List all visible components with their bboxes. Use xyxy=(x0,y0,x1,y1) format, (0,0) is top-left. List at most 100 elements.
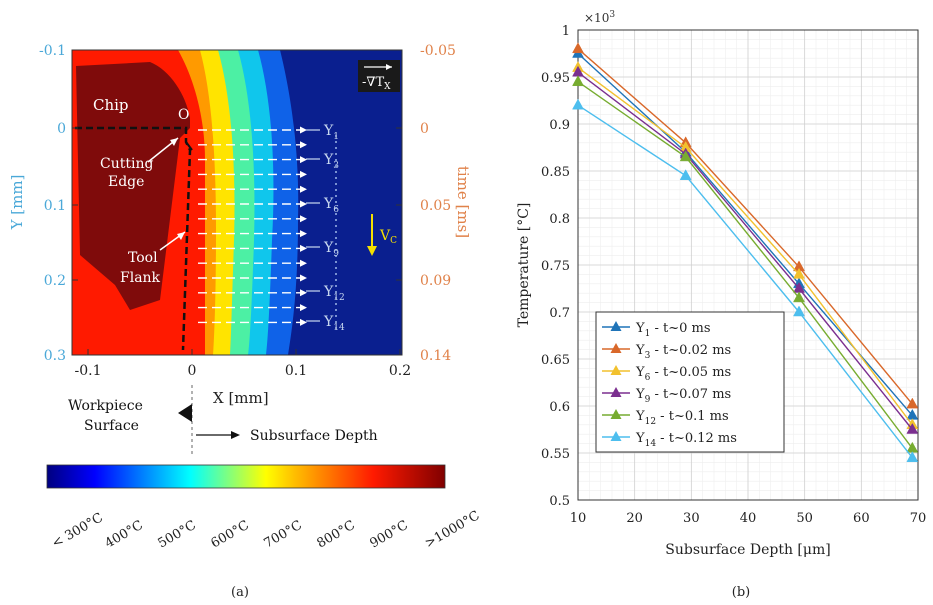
series-line-y9 xyxy=(577,71,913,430)
panel-b: 10 20 30 40 50 60 70 0.5 0.55 0.6 0.65 0.7 0.75 0.8 0.… xyxy=(516,10,926,600)
scan-arrow-head xyxy=(300,304,307,312)
panel-b-caption: (b) xyxy=(732,585,750,600)
colorbar-tick-label: 800°C xyxy=(315,518,358,552)
chart-y-tick-label: 0.9 xyxy=(549,118,570,133)
panel-a-caption: (a) xyxy=(231,585,249,600)
chart-x-tick-label: 60 xyxy=(853,511,870,526)
x-tick-label: 0.1 xyxy=(285,363,307,379)
chart-y-tick-label: 0.95 xyxy=(541,71,570,86)
legend: Y1 - t~0 ms Y3 - t~0.02 ms Y6 - t~0.05 ms Y… xyxy=(595,311,785,453)
time-tick-label: 0.09 xyxy=(420,273,451,289)
chart-y-tick-label: 0.65 xyxy=(541,353,570,368)
data-point-y3 xyxy=(572,42,584,54)
colorbar-tick-label: 600°C xyxy=(209,518,252,552)
series-line-y14 xyxy=(577,104,913,459)
y-axis-label: Y [mm] xyxy=(8,175,26,231)
colorbar-tick-label: < 300°C xyxy=(50,510,106,551)
path-label: Y1 xyxy=(323,123,339,142)
scan-arrow-head xyxy=(300,318,307,326)
scan-arrow-head xyxy=(300,185,307,193)
path-label: Y14 xyxy=(323,314,345,333)
temperature-gradient-indicator: -∇TX xyxy=(358,60,400,92)
tool-flank-label-line2: Flank xyxy=(120,270,161,286)
scan-arrow-head xyxy=(300,170,307,178)
scan-arrow-head xyxy=(300,274,307,282)
scan-arrow-head xyxy=(300,259,307,267)
series-line-y3 xyxy=(577,48,913,405)
workpiece-label-line2: Surface xyxy=(84,418,139,434)
time-axis-label: time [ms] xyxy=(454,166,472,238)
data-point-y14 xyxy=(793,305,805,317)
cutting-edge-label-line1: Cutting xyxy=(100,156,153,172)
time-tick-label: 0.14 xyxy=(420,348,451,364)
path-label: Y6 xyxy=(323,196,339,215)
chart-y-tick-label: 0.7 xyxy=(549,306,570,321)
chart-x-tick-label: 70 xyxy=(910,511,927,526)
chart-y-tick-label: 1 xyxy=(562,24,570,39)
chart-y-tick-label: 0.85 xyxy=(541,165,570,180)
panel-a: Chip O Cutting Edge Tool Flank -∇TX VC Y… xyxy=(8,43,482,600)
data-point-y3 xyxy=(906,397,919,409)
legend-swatch-marker xyxy=(610,409,622,419)
cutting-velocity-indicator: VC xyxy=(367,214,397,256)
scan-arrows xyxy=(198,126,307,326)
legend-entry: Y3 - t~0.02 ms xyxy=(635,343,731,361)
data-point-y6 xyxy=(793,267,805,279)
legend-entry: Y12 - t~0.1 ms xyxy=(635,409,729,427)
subsurface-label: Subsurface Depth xyxy=(250,428,378,444)
x-tick-label: 0 xyxy=(188,363,197,379)
scan-arrow-head xyxy=(300,215,307,223)
x-tick-label: 0.2 xyxy=(389,363,411,379)
y-tick-label: 0.2 xyxy=(44,273,66,289)
chart-y-tick-label: 0.6 xyxy=(549,400,570,415)
colorbar-tick-label: 400°C xyxy=(103,518,146,552)
chart-y-axis-label: Temperature [°C] xyxy=(516,203,532,328)
workpiece-label-line1: Workpiece xyxy=(68,398,143,414)
scan-arrow-head xyxy=(300,156,307,164)
scan-arrow-head xyxy=(300,244,307,252)
chart-x-axis-label: Subsurface Depth [μm] xyxy=(665,542,830,558)
scan-arrow-head xyxy=(300,126,307,134)
chart-y-tick-label: 0.8 xyxy=(549,212,570,227)
colorbar xyxy=(46,464,446,489)
path-label: Y3 xyxy=(323,152,339,171)
time-tick-label: 0.05 xyxy=(420,198,451,214)
workpiece-surface-marker xyxy=(178,404,192,422)
path-label: Y12 xyxy=(323,284,345,303)
multiplier-label: ×103 xyxy=(584,10,615,25)
scan-arrow-head xyxy=(300,230,307,238)
x-axis-label: X [mm] xyxy=(213,389,269,407)
path-label: Y9 xyxy=(323,240,339,259)
scan-arrow-head xyxy=(300,289,307,297)
chart-y-tick-label: 0.75 xyxy=(541,259,570,274)
data-point-y14 xyxy=(572,98,584,110)
x-tick-label: -0.1 xyxy=(75,363,102,379)
svg-text:-∇TX: -∇TX xyxy=(362,75,391,92)
chart-x-tick-label: 20 xyxy=(626,511,643,526)
y-tick-label: 0.1 xyxy=(44,198,66,214)
chart-x-tick-label: 10 xyxy=(570,511,587,526)
colorbar-tick-label: >1000°C xyxy=(423,508,483,551)
chart-x-tick-label: 40 xyxy=(740,511,757,526)
data-point-y12 xyxy=(572,75,584,86)
y-tick-label: 0 xyxy=(57,121,66,137)
legend-swatch-marker xyxy=(610,387,622,397)
axis-ticks: 10 20 30 40 50 60 70 0.5 0.55 0.6 0.65 0.7 0.75 0.8 0.… xyxy=(541,24,926,526)
path-labels: Y1 Y3 Y6 Y9 Y12 Y14 xyxy=(306,123,345,333)
series-line-y6 xyxy=(577,67,913,426)
data-point-y9 xyxy=(906,422,919,434)
legend-entry: Y14 - t~0.12 ms xyxy=(635,431,737,449)
y-axis: -0.1 0 0.1 0.2 0.3 xyxy=(39,43,78,364)
legend-swatch-marker xyxy=(610,321,622,331)
colorbar-tick-label: 500°C xyxy=(156,518,199,552)
legend-swatch-marker xyxy=(610,431,622,441)
colorbar-tick-label: 900°C xyxy=(368,518,411,552)
legend-swatch-marker xyxy=(610,343,622,353)
y-tick-label: -0.1 xyxy=(39,43,66,59)
svg-text:VC: VC xyxy=(379,228,397,246)
time-tick-label: 0 xyxy=(420,121,429,137)
legend-box xyxy=(595,311,785,453)
series-line-y12 xyxy=(577,81,913,449)
chart-x-tick-label: 50 xyxy=(796,511,813,526)
